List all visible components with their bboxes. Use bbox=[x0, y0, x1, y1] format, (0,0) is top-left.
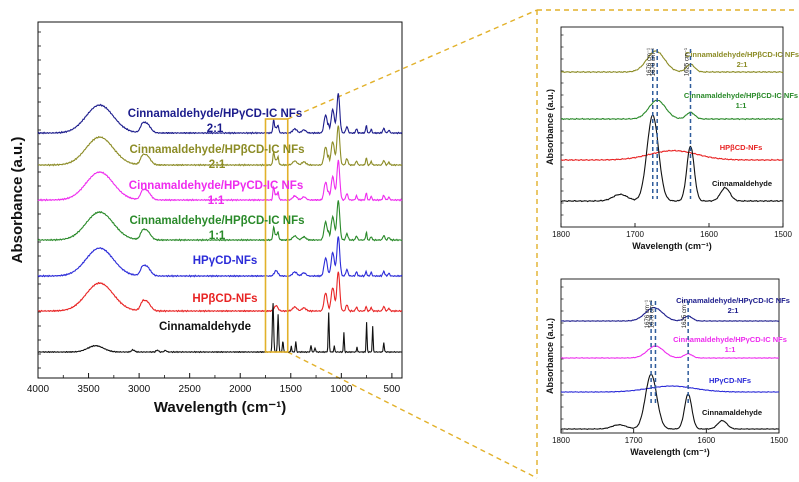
x-tick-label: 2500 bbox=[179, 384, 202, 395]
spectrum-line bbox=[37, 93, 403, 135]
spectrum-line bbox=[37, 200, 403, 242]
zoom-connector-lines bbox=[287, 9, 797, 479]
spectrum-line bbox=[38, 303, 403, 354]
series-ratio-label: 1:1 bbox=[208, 195, 225, 207]
peak-annotation-label: 1670 cm⁻¹ bbox=[649, 300, 655, 328]
x-tick-label: 1600 bbox=[700, 230, 718, 239]
x-tick-label: 3000 bbox=[128, 384, 151, 395]
x-tick-label: 1500 bbox=[770, 436, 788, 445]
peak-annotation-label: 1625 cm⁻¹ bbox=[685, 48, 691, 76]
series-ratio-label: 1:1 bbox=[725, 345, 736, 354]
series-label: HPβCD-NFs bbox=[192, 293, 257, 305]
series-label: Cinnamaldehyde/HPβCD-IC NFs bbox=[129, 215, 304, 227]
series-ratio-label: 1:1 bbox=[209, 230, 226, 242]
main-spectra-panel: 4000 3500 3000 2500 2000 1500 1000 500 Wavelengt… bbox=[9, 21, 403, 416]
x-axis-title: Wavelength (cm⁻¹) bbox=[630, 447, 709, 457]
series-ratio-label: 2:1 bbox=[737, 60, 748, 69]
peak-annotation-label: 1670 cm⁻¹ bbox=[651, 48, 657, 76]
series-label: Cinnamaldehyde/HPβCD-IC NFs bbox=[684, 91, 798, 100]
x-tick-label: 1500 bbox=[774, 230, 792, 239]
x-tick-label: 1500 bbox=[280, 384, 303, 395]
x-tick-label: 500 bbox=[384, 384, 401, 395]
series-label: HPγCD-NFs bbox=[193, 255, 258, 267]
spectrum-line bbox=[560, 307, 780, 322]
spectrum-line bbox=[560, 345, 780, 360]
series-label: Cinnamaldehyde/HPγCD-IC NFs bbox=[673, 335, 787, 344]
series-label: HPβCD-NFs bbox=[720, 143, 763, 152]
peak-annotation-label: 1676 cm⁻¹ bbox=[645, 300, 651, 328]
zoom-panel-hpbcd: 1800 1700 1600 1500 Wavelength (cm⁻¹) Absorba… bbox=[545, 26, 799, 251]
spectrum-line bbox=[560, 99, 784, 121]
x-tick-label: 1600 bbox=[697, 436, 715, 445]
x-tick-label: 1700 bbox=[626, 230, 644, 239]
y-axis-title: Absorbance (a.u.) bbox=[9, 137, 26, 264]
x-tick-label: 1800 bbox=[552, 230, 570, 239]
plot-frame bbox=[560, 278, 780, 434]
series-label: Cinnamaldehyde/HPγCD-IC NFs bbox=[676, 296, 790, 305]
peak-annotation-label: 1625 cm⁻¹ bbox=[682, 300, 688, 328]
spectrum-line bbox=[561, 385, 779, 393]
series-label: Cinnamaldehyde bbox=[159, 321, 251, 333]
plot-frame bbox=[560, 26, 784, 228]
series-label: Cinnamaldehyde/HPγCD-IC NFs bbox=[129, 180, 303, 192]
connector-line bbox=[287, 351, 538, 479]
spectrum-line bbox=[37, 236, 403, 278]
series-label: Cinnamaldehyde/HPγCD-IC NFs bbox=[128, 108, 302, 120]
spectrum-line bbox=[37, 271, 403, 313]
series-ratio-label: 2:1 bbox=[728, 306, 739, 315]
spectrum-line bbox=[560, 50, 784, 74]
spectrum-line bbox=[38, 125, 403, 167]
spectrum-line bbox=[560, 114, 784, 203]
spectrum-line bbox=[560, 373, 780, 431]
spectrum-line bbox=[37, 159, 403, 202]
connector-line bbox=[287, 9, 538, 120]
x-tick-label: 1000 bbox=[330, 384, 353, 395]
series-label: Cinnamaldehyde/HPβCD-IC NFs bbox=[685, 50, 799, 59]
series-ratio-label: 2:1 bbox=[207, 123, 224, 135]
zoom-region-box bbox=[264, 118, 289, 353]
y-axis-title: Absorbance (a.u.) bbox=[545, 318, 555, 394]
x-axis-title: Wavelength (cm⁻¹) bbox=[154, 399, 286, 416]
x-tick-label: 2000 bbox=[229, 384, 252, 395]
peak-annotation-label: 1676 cm⁻¹ bbox=[647, 48, 653, 76]
y-axis-title: Absorbance (a.u.) bbox=[545, 89, 555, 165]
x-tick-label: 1800 bbox=[552, 436, 570, 445]
x-tick-label: 3500 bbox=[77, 384, 100, 395]
series-label: Cinnamaldehyde bbox=[712, 179, 772, 188]
spectrum-line bbox=[560, 149, 784, 162]
series-label: HPγCD-NFs bbox=[709, 376, 751, 385]
series-ratio-label: 2:1 bbox=[209, 159, 226, 171]
x-tick-label: 4000 bbox=[27, 384, 50, 395]
series-label: Cinnamaldehyde/HPβCD-IC NFs bbox=[129, 144, 304, 156]
x-tick-label: 1700 bbox=[625, 436, 643, 445]
series-label: Cinnamaldehyde bbox=[702, 408, 762, 417]
x-axis-title: Wavelength (cm⁻¹) bbox=[632, 241, 711, 251]
series-ratio-label: 1:1 bbox=[736, 101, 747, 110]
zoom-panel-hpgcd: 1800 1700 1600 1500 Wavelength (cm⁻¹) Absorba… bbox=[545, 278, 790, 457]
